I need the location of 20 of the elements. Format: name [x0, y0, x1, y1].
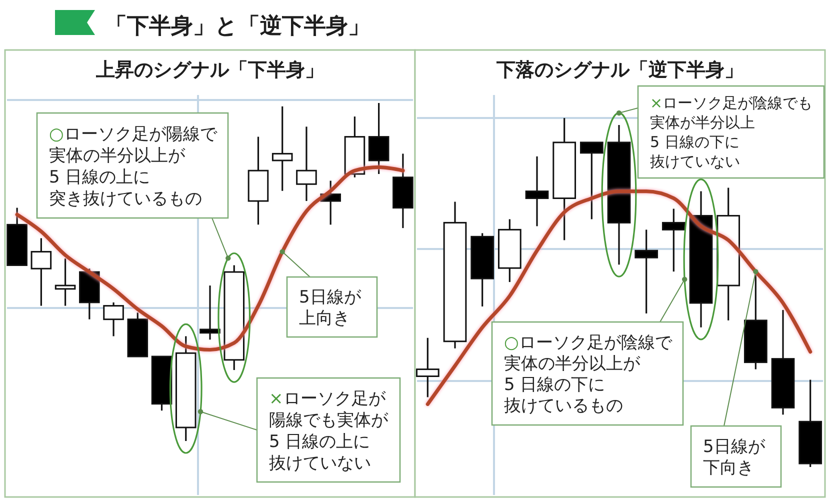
candlestick — [103, 302, 124, 338]
candlestick — [662, 208, 686, 272]
annotation: 5日線が上向き — [299, 287, 362, 328]
chart-title: 下落のシグナル「逆下半身」 — [496, 59, 744, 81]
candlestick — [200, 284, 220, 340]
chart-title: 「下半身」と「逆下半身」 — [105, 14, 370, 39]
candlestick — [54, 258, 76, 307]
annotation: ○ローソク足が陽線で実体の半分以上が5 日線の上に突き抜けているもの — [49, 124, 218, 209]
candlestick — [272, 106, 293, 192]
candlestick — [580, 142, 604, 220]
annotation: ○ローソク足が陰線で実体の半分以上が5 日線の下に抜けているもの — [504, 332, 673, 416]
candlestick — [634, 228, 658, 314]
candlestick — [368, 102, 390, 175]
annotation: ×ローソク足が陰線でも実体が半分以上5 日線の下に抜けていない — [650, 94, 813, 171]
annotation: ×ローソク足が陽線でも実体が5 日線の上に抜けていない — [269, 388, 389, 474]
candlestick — [525, 156, 549, 227]
candlestick — [296, 126, 317, 202]
chart-subtitle: 上昇のシグナル「下半身」 — [95, 59, 324, 81]
annotation: 5日線が下向き — [703, 436, 766, 478]
candlestick — [30, 237, 52, 307]
